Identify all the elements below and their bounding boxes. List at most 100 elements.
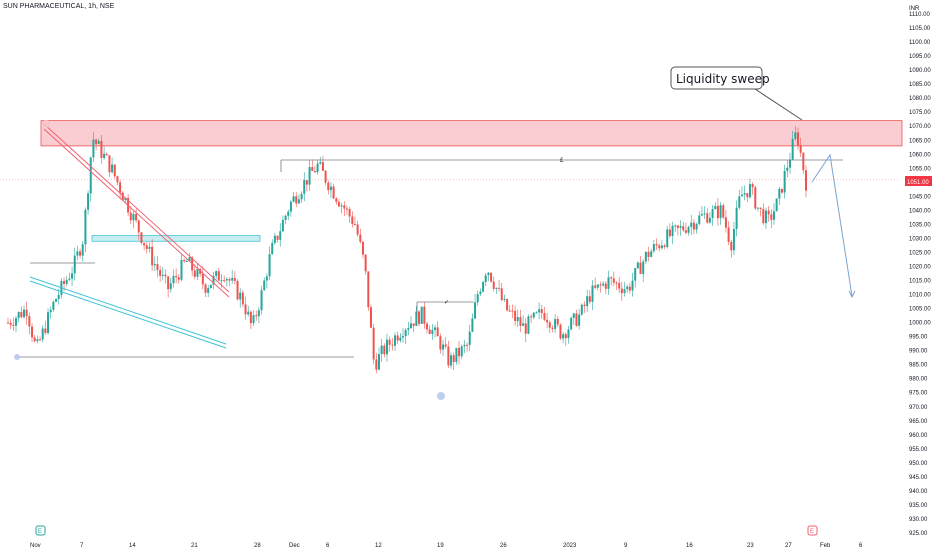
candle-body — [562, 334, 565, 339]
candle-body — [743, 193, 746, 195]
candle-body — [612, 278, 615, 283]
y-tick-label: 1065.00 — [909, 138, 931, 144]
candle-body — [321, 161, 324, 171]
y-tick-label: 1020.00 — [909, 265, 931, 271]
candle-body — [185, 261, 188, 263]
candle-body — [313, 170, 316, 173]
candle-body — [559, 324, 562, 339]
price-axis[interactable]: INR 1110.00 1105.00 1100.00 1095.00 1090.00 1… — [909, 6, 931, 537]
candle-body — [335, 198, 338, 202]
candle-body — [642, 261, 645, 274]
x-tick-label: 21 — [191, 543, 198, 549]
candle-body — [410, 323, 413, 329]
y-tick-label: 1070.00 — [909, 124, 931, 130]
time-axis[interactable]: Nov 7 14 21 28 Dec 6 12 19 26 2023 9 16 23 27 Feb 6 — [30, 543, 863, 549]
x-tick-label: 2023 — [563, 543, 577, 549]
y-tick-label: 1000.00 — [909, 321, 931, 327]
candle-body — [167, 276, 170, 290]
candle-body — [196, 268, 199, 277]
candle-body — [100, 141, 103, 158]
candle-body — [444, 344, 447, 347]
demand-zone — [91, 235, 261, 242]
y-tick-label: 930.00 — [909, 517, 928, 523]
candle-body — [412, 323, 415, 326]
candle-body — [703, 213, 706, 215]
earnings-marker[interactable] — [35, 525, 46, 536]
candle-body — [511, 310, 514, 312]
y-tick-label: 1055.00 — [909, 166, 931, 172]
candle-body — [727, 227, 730, 242]
candle-body — [84, 209, 87, 245]
candle-body — [415, 311, 418, 326]
candle-body — [143, 242, 146, 246]
candle-body — [311, 167, 314, 171]
candle-body — [233, 277, 236, 281]
candle-body — [132, 213, 135, 221]
candle-body — [271, 242, 274, 255]
symbol-title: SUN PHARMACEUTICAL, 1h, NSE — [3, 3, 115, 10]
candle-body — [89, 157, 92, 194]
y-tick-label: 1105.00 — [909, 26, 931, 32]
candle-body — [492, 281, 495, 289]
candle-body — [95, 139, 98, 144]
candle-body — [780, 188, 783, 193]
candle-body — [364, 254, 367, 272]
candle-body — [759, 207, 762, 209]
candle-body — [343, 205, 346, 209]
candle-body — [183, 259, 186, 262]
candle-body — [442, 344, 445, 350]
candle-body — [460, 346, 463, 357]
candle-body — [76, 251, 79, 256]
callout-box — [670, 66, 763, 90]
candle-body — [650, 251, 653, 257]
candle-body — [586, 296, 589, 307]
candle-body — [239, 292, 242, 300]
candle-body — [17, 311, 20, 319]
candle-body — [479, 291, 482, 295]
candle-body — [570, 317, 573, 330]
y-tick-label: 985.00 — [909, 363, 928, 369]
candle-body — [175, 275, 178, 278]
callout: Liquidity sweep — [670, 66, 803, 121]
x-tick-label: 6 — [326, 543, 330, 549]
candle-body — [31, 326, 34, 338]
candle-body — [380, 345, 383, 355]
candle-body — [434, 327, 437, 330]
candle-body — [476, 294, 479, 303]
candle-body — [799, 145, 802, 153]
y-tick-label: 1005.00 — [909, 307, 931, 313]
y-tick-label: 935.00 — [909, 503, 928, 509]
candle-body — [706, 213, 709, 223]
candle-body — [543, 313, 546, 320]
candle-body — [698, 215, 701, 224]
candle-body — [396, 335, 399, 341]
candle-body — [628, 286, 631, 291]
candle-body — [554, 318, 557, 329]
y-tick-label: 1085.00 — [909, 82, 931, 88]
y-tick-label: 1045.00 — [909, 194, 931, 200]
candle-body — [57, 294, 60, 300]
y-tick-label: 940.00 — [909, 489, 928, 495]
candle-body — [289, 201, 292, 212]
y-tick-label: 990.00 — [909, 349, 928, 355]
candle-body — [369, 307, 372, 328]
event-markers[interactable]: E E — [35, 525, 818, 536]
candle-body — [172, 275, 175, 284]
candle-body — [652, 244, 655, 252]
candle-body — [252, 315, 255, 324]
candle-body — [207, 288, 210, 293]
candle-body — [148, 246, 151, 249]
candle-body — [137, 220, 140, 233]
candle-body — [401, 336, 404, 338]
earnings-marker-label: E — [810, 529, 814, 535]
y-tick-label: 925.00 — [909, 531, 928, 537]
candle-body — [796, 132, 799, 146]
earnings-marker[interactable] — [807, 525, 818, 536]
candle-body — [228, 279, 231, 281]
candle-body — [540, 309, 543, 314]
candle-body — [105, 153, 108, 156]
candle-body — [532, 312, 535, 318]
x-tick-label: 28 — [254, 543, 261, 549]
candle-body — [225, 279, 228, 281]
